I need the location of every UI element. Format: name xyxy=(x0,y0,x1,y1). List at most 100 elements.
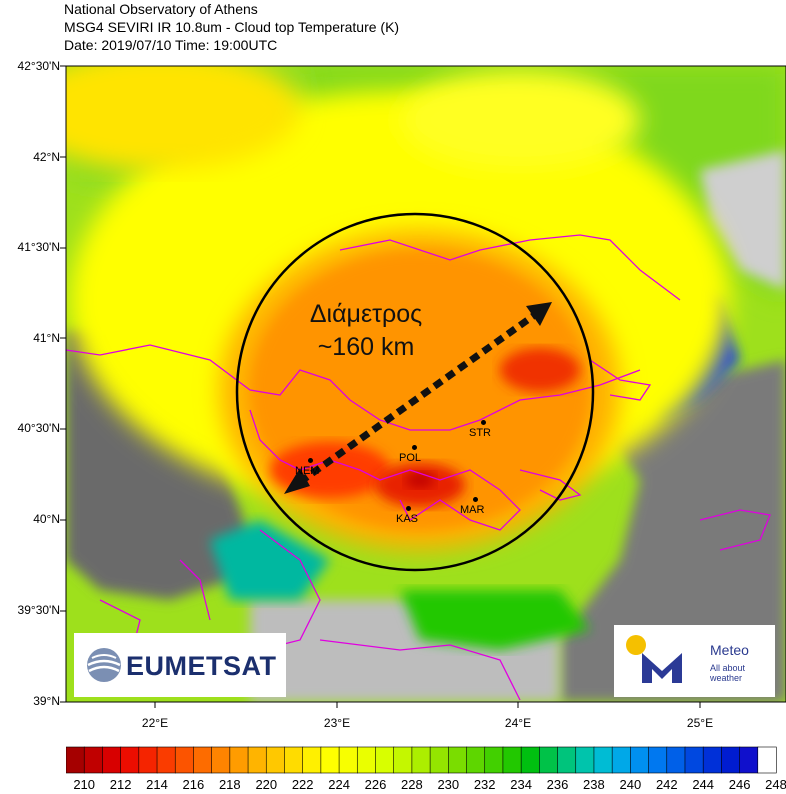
colorbar-cell xyxy=(284,746,304,774)
meteo-tagline: All about weather xyxy=(710,663,746,683)
lat-label: 42°N xyxy=(33,150,60,164)
colorbar-label: 234 xyxy=(510,777,532,792)
colorbar-cell xyxy=(702,746,722,774)
colorbar-cell xyxy=(684,746,704,774)
lon-label: 23°E xyxy=(323,716,351,730)
colorbar-cell xyxy=(375,746,395,774)
colorbar-cell xyxy=(138,746,158,774)
lat-label: 41°N xyxy=(33,331,60,345)
colorbar-label: 242 xyxy=(655,777,678,792)
colorbar-label: 224 xyxy=(328,777,350,792)
lon-label: 25°E xyxy=(686,716,714,730)
colorbar-cell xyxy=(83,746,104,774)
colorbar-cell xyxy=(721,746,741,774)
colorbar-cell xyxy=(193,746,213,774)
lat-label: 39°N xyxy=(33,694,60,708)
colorbar-cell xyxy=(520,746,540,774)
colorbar-cell xyxy=(630,746,650,774)
colorbar-label: 240 xyxy=(619,777,642,792)
colorbar-cell xyxy=(174,746,195,774)
colorbar-cell xyxy=(502,746,522,774)
lat-label: 40°N xyxy=(33,512,60,526)
header-title: National Observatory of Athens xyxy=(64,1,258,17)
header-datetime: Date: 2019/07/10 Time: 19:00UTC xyxy=(64,37,278,53)
annotation-title: Διάμετρος xyxy=(309,300,423,328)
colorbar-cell xyxy=(429,746,449,774)
city-label: POL xyxy=(399,452,422,464)
colorbar-label: 236 xyxy=(546,777,569,792)
colorbar xyxy=(66,746,777,774)
city-label: MAR xyxy=(460,504,485,516)
city-dot xyxy=(308,458,313,463)
city-dot xyxy=(481,420,486,425)
colorbar-cell xyxy=(666,746,686,774)
colorbar-cell xyxy=(120,746,140,774)
meteo-brand: Meteo xyxy=(710,642,749,658)
colorbar-cell xyxy=(466,746,486,774)
colorbar-cell xyxy=(611,746,631,774)
colorbar-cell xyxy=(66,746,85,774)
diameter-arrow xyxy=(284,302,552,494)
colorbar-cell xyxy=(648,746,668,774)
lat-label: 39°30'N xyxy=(17,603,60,617)
colorbar-label: 212 xyxy=(109,777,132,792)
colorbar-cell xyxy=(557,746,577,774)
colorbar-label: 226 xyxy=(364,777,387,792)
header: National Observatory of Athens MSG4 SEVI… xyxy=(64,0,399,54)
meteo-logo: Meteo All about weather xyxy=(614,625,775,697)
colorbar-cell xyxy=(229,746,249,774)
colorbar-label: 222 xyxy=(291,777,314,792)
colorbar-cell xyxy=(593,746,613,774)
city-label: NEM xyxy=(295,465,320,477)
colorbar-cell xyxy=(320,746,340,774)
lat-ticks xyxy=(60,65,66,703)
lat-label: 42°30'N xyxy=(17,59,60,73)
colorbar-cell xyxy=(393,746,413,774)
colorbar-cell xyxy=(539,746,559,774)
coastlines xyxy=(66,234,771,701)
cloud-field xyxy=(66,66,786,702)
colorbar-label: 230 xyxy=(437,777,460,792)
colorbar-cell xyxy=(484,746,504,774)
colorbar-cell xyxy=(448,746,468,774)
city-dot xyxy=(406,506,411,511)
colorbar-cell xyxy=(739,746,759,774)
lon-ticks xyxy=(154,702,701,708)
storm-circle xyxy=(235,212,595,572)
colorbar-label: 232 xyxy=(473,777,496,792)
colorbar-cell xyxy=(356,746,377,774)
globe-icon xyxy=(87,648,121,682)
colorbar-label: 238 xyxy=(583,777,605,792)
city-label: KAS xyxy=(396,513,419,525)
colorbar-cell xyxy=(338,746,358,774)
header-product: MSG4 SEVIRI IR 10.8um - Cloud top Temper… xyxy=(64,19,400,35)
eumetsat-wordmark: EUMETSAT xyxy=(126,651,277,681)
colorbar-label: 220 xyxy=(255,777,278,792)
colorbar-label: 246 xyxy=(728,777,751,792)
colorbar-label: 244 xyxy=(692,777,715,792)
colorbar-cell xyxy=(575,746,595,774)
city-dot xyxy=(473,497,478,502)
annotation-value: ~160 km xyxy=(317,333,415,361)
city-dot xyxy=(412,445,417,450)
lat-label: 41°30'N xyxy=(17,240,60,254)
colorbar-cell xyxy=(411,746,431,774)
lat-label: 40°30'N xyxy=(17,421,60,435)
colorbar-label: 228 xyxy=(401,777,423,792)
colorbar-cell xyxy=(247,746,267,774)
colorbar-cell xyxy=(302,746,322,774)
lon-label: 22°E xyxy=(141,716,169,730)
colorbar-cell xyxy=(156,746,176,774)
colorbar-cell xyxy=(211,746,231,774)
colorbar-label: 214 xyxy=(146,777,168,792)
city-label: STR xyxy=(469,427,491,439)
colorbar-label: 248 xyxy=(765,777,786,792)
colorbar-label: 216 xyxy=(182,777,205,792)
eumetsat-logo: EUMETSAT xyxy=(74,633,286,697)
diameter-annotation: Διάμετρος ~160 km xyxy=(286,298,446,364)
colorbar-label: 210 xyxy=(73,777,96,792)
lon-label: 24°E xyxy=(504,716,532,730)
colorbar-cell xyxy=(757,746,777,774)
colorbar-cell xyxy=(102,746,122,774)
